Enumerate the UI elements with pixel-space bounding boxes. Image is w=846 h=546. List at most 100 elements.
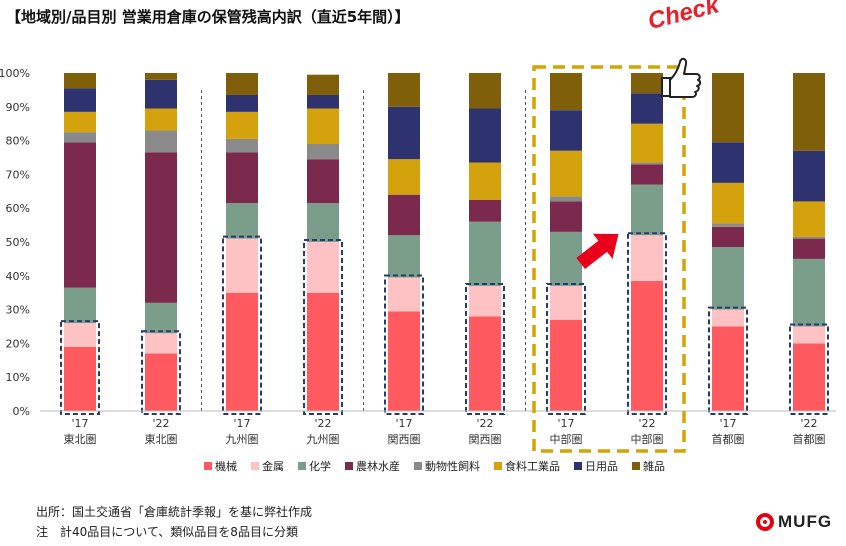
emphasis-box xyxy=(60,320,100,415)
bar-segment xyxy=(712,309,744,327)
bar-segment xyxy=(307,143,339,160)
y-tick-label: 0% xyxy=(13,405,30,418)
footnote: 注 計40品目について、類似品目を8品目に分類 xyxy=(36,525,298,539)
legend-swatch xyxy=(414,462,422,470)
bar-segment xyxy=(793,150,825,202)
legend-swatch xyxy=(298,462,306,470)
red-arrow-icon xyxy=(576,233,619,270)
legend-label: 日用品 xyxy=(585,460,618,473)
emphasis-box xyxy=(708,306,748,416)
bar-segment xyxy=(631,280,663,411)
x-tick-year-label: '22 xyxy=(638,417,655,430)
bar-segment xyxy=(64,88,96,112)
legend-label: 食料工業品 xyxy=(505,460,560,473)
y-tick-label: 20% xyxy=(6,337,30,350)
y-tick-label: 80% xyxy=(6,135,30,148)
y-tick-label: 40% xyxy=(6,270,30,283)
thumbs-up-icon xyxy=(661,57,702,98)
bar-segment xyxy=(64,287,96,324)
x-tick-year-label: '17 xyxy=(719,417,736,430)
bar-segment xyxy=(64,111,96,133)
bar-segment xyxy=(145,152,177,303)
y-tick-label: 10% xyxy=(6,371,30,384)
x-tick-year-label: '17 xyxy=(71,417,88,430)
x-tick-year-label: '22 xyxy=(476,417,493,430)
x-tick-region-label: 中部圏 xyxy=(631,432,664,446)
bar-segment xyxy=(712,73,744,143)
bar-segment xyxy=(469,221,501,286)
legend-item: 機械 xyxy=(204,458,237,474)
bar-segment xyxy=(712,226,744,248)
bar-segment xyxy=(64,346,96,411)
bar-segment xyxy=(307,74,339,95)
bar-segment xyxy=(631,164,663,185)
legend-label: 動物性飼料 xyxy=(425,460,480,473)
bar-segment xyxy=(712,142,744,183)
bar-segment xyxy=(388,159,420,195)
emphasis-box xyxy=(384,274,424,415)
emphasis-box xyxy=(627,232,667,415)
mufg-logo-mark-icon xyxy=(756,513,774,531)
source-note: 出所：国土交通省「倉庫統計季報」を基に弊社作成 xyxy=(36,505,313,519)
x-tick-region-label: 東北圏 xyxy=(64,433,97,446)
emphasis-box xyxy=(141,330,181,416)
bar-segment xyxy=(145,108,177,131)
bar-segment xyxy=(550,231,582,286)
bar-segment xyxy=(307,203,339,242)
legend-swatch xyxy=(632,462,640,470)
x-tick-region-label: 関西圏 xyxy=(388,433,421,446)
x-tick-year-label: '22 xyxy=(314,417,331,430)
legend-swatch xyxy=(574,462,582,470)
y-tick-label: 90% xyxy=(6,101,30,114)
bar-segment xyxy=(145,79,177,109)
x-tick-region-label: 九州圏 xyxy=(226,433,259,446)
legend-item: 日用品 xyxy=(574,458,618,474)
bar-segment xyxy=(226,73,258,95)
bar-segment xyxy=(226,111,258,139)
x-tick-region-label: 九州圏 xyxy=(307,433,340,446)
emphasis-box xyxy=(222,235,262,415)
y-tick-label: 50% xyxy=(6,236,30,249)
legend-label: 農林水産 xyxy=(356,460,400,473)
bar-segment xyxy=(469,73,501,109)
emphasis-boxes xyxy=(60,232,829,416)
x-tick-region-label: 首都圏 xyxy=(712,432,745,446)
bar-segment xyxy=(64,142,96,288)
bar-segment xyxy=(793,73,825,151)
bar-segment xyxy=(550,285,582,320)
bar-segment xyxy=(226,203,258,239)
bar-segment xyxy=(631,184,663,236)
legend-label: 雑品 xyxy=(643,460,665,473)
bar-segment xyxy=(631,73,663,94)
y-tick-label: 30% xyxy=(6,304,30,317)
legend-label: 金属 xyxy=(262,460,284,473)
stacked-bar-chart: 0% 10% 20% 30% 40% 50% 60% 70% 80% 90% 100% '17 東北圏… xyxy=(0,57,836,453)
legend-item: 動物性飼料 xyxy=(414,458,480,474)
x-axis: '17 東北圏 '22 東北圏 '17 九州圏 '22 九州圏 '17 関西圏 '22 関西圏 '17 中… xyxy=(40,410,836,446)
bar-stacks xyxy=(64,73,825,411)
legend-item: 金属 xyxy=(251,458,284,474)
bar-segment xyxy=(550,110,582,151)
y-tick-label: 60% xyxy=(6,202,30,215)
bar-segment xyxy=(712,223,744,227)
bar-segment xyxy=(145,73,177,80)
emphasis-box xyxy=(789,323,829,415)
bar-segment xyxy=(712,247,744,310)
legend-item: 食料工業品 xyxy=(494,458,560,474)
bar-segment xyxy=(712,326,744,411)
legend-swatch xyxy=(345,462,353,470)
bar-segment xyxy=(226,138,258,153)
emphasis-box xyxy=(546,282,586,415)
bar-segment xyxy=(631,93,663,124)
bar-segment xyxy=(226,94,258,112)
legend-swatch xyxy=(204,462,212,470)
bar-segment xyxy=(64,73,96,89)
chart-title: 【地域別/品目別 営業用倉庫の保管残高内訳（直近5年間）】 xyxy=(6,8,410,26)
x-tick-year-label: '17 xyxy=(395,417,412,430)
bar-segment xyxy=(145,353,177,411)
bar-segment xyxy=(550,201,582,232)
legend-item: 雑品 xyxy=(632,458,665,474)
x-tick-region-label: 東北圏 xyxy=(145,433,178,446)
bar-segment xyxy=(226,292,258,411)
bar-segment xyxy=(388,311,420,411)
